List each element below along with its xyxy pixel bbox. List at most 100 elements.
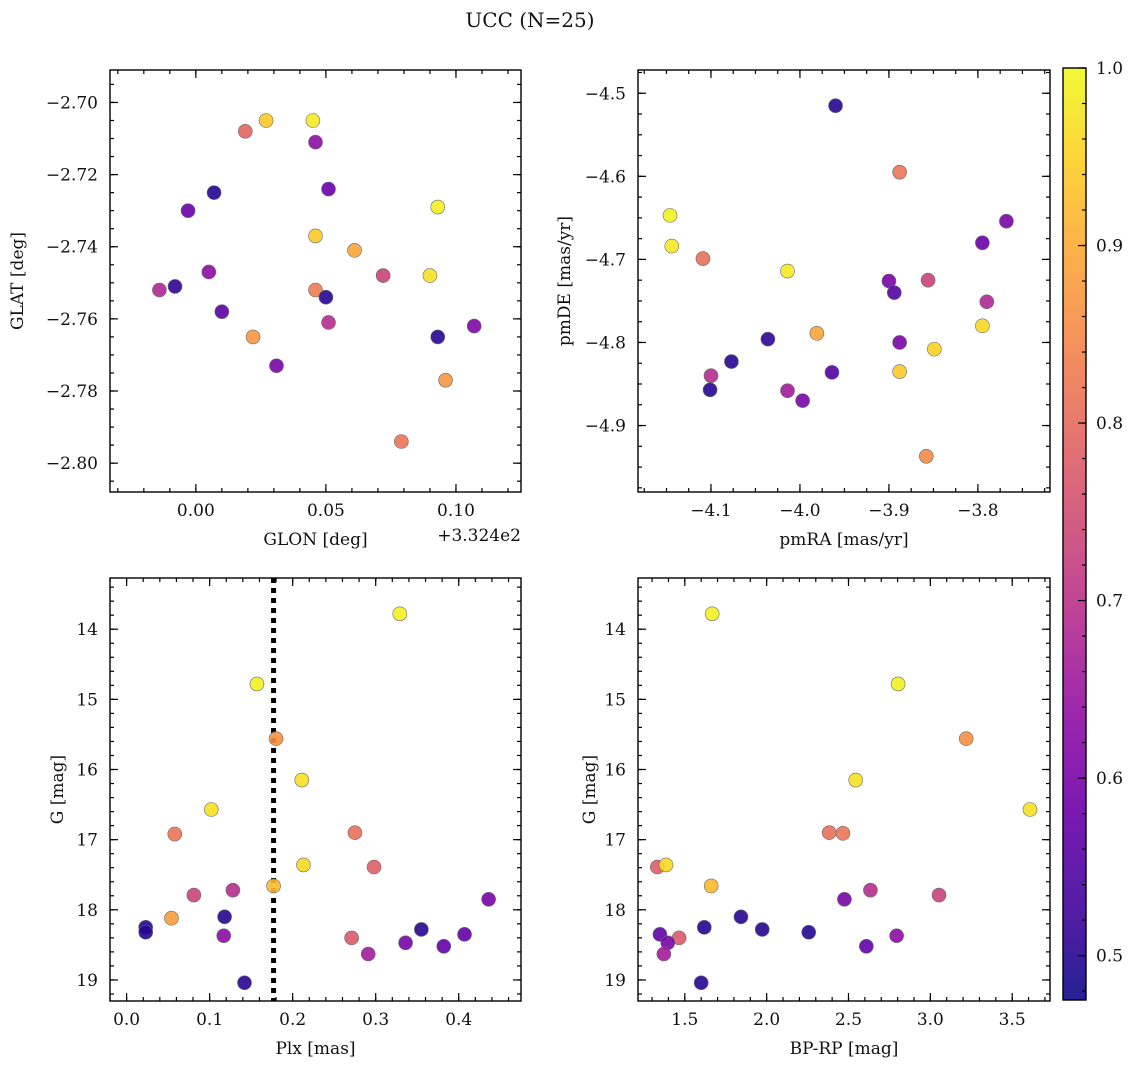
data-point — [863, 882, 878, 898]
data-point — [436, 938, 452, 954]
data-point — [321, 181, 336, 197]
data-point — [704, 606, 720, 622]
x-tick-label: 2.0 — [753, 1010, 780, 1030]
panels: 0.00 0.05 0.10 −2.70 −2.72 −2.74 −2.76 −2.78 −2.… — [8, 69, 1051, 1059]
data-point — [430, 329, 446, 345]
data-point — [296, 857, 311, 873]
data-point — [809, 326, 825, 341]
y-tick-label: −2.74 — [46, 238, 98, 258]
figure-title: UCC (N=25) — [465, 8, 594, 32]
data-point — [152, 282, 167, 298]
data-point — [237, 124, 253, 139]
axes-frame — [109, 577, 522, 1002]
data-point — [237, 975, 252, 991]
data-point — [919, 448, 934, 464]
data-point — [835, 826, 851, 841]
data-point — [203, 802, 219, 817]
data-point — [216, 928, 232, 944]
data-point — [886, 285, 902, 300]
data-point — [780, 263, 795, 279]
data-point — [206, 185, 222, 200]
data-point — [347, 243, 362, 258]
data-point — [321, 315, 336, 330]
axes-frame — [109, 69, 522, 493]
y-tick-label: −2.70 — [46, 93, 98, 113]
data-point — [656, 946, 672, 962]
data-point — [724, 354, 739, 369]
data-point — [859, 938, 874, 954]
data-point — [201, 264, 217, 280]
data-point — [696, 920, 712, 935]
data-point — [430, 199, 446, 215]
data-point — [890, 676, 906, 692]
x-tick-label: 0.0 — [113, 1010, 140, 1030]
y-axis-label: G [mag] — [48, 755, 68, 824]
data-point — [438, 372, 453, 388]
data-point — [308, 228, 323, 244]
data-point — [164, 910, 179, 926]
data-point — [695, 251, 711, 266]
data-point — [848, 772, 864, 788]
data-point — [167, 279, 183, 294]
data-point — [920, 272, 936, 288]
x-tick-label: −4.0 — [779, 501, 820, 521]
y-tick-label: −2.76 — [46, 310, 98, 330]
data-point — [481, 891, 496, 907]
y-tick-label: 19 — [76, 971, 98, 991]
data-point — [308, 134, 323, 150]
y-tick-label: −2.72 — [46, 166, 98, 186]
y-tick-label: 18 — [76, 901, 98, 921]
panel-plx-g: 0.0 0.1 0.2 0.3 0.4 14 15 16 17 18 19 Plx [mas] G [m… — [48, 577, 522, 1059]
x-offset-label: +3.324e2 — [437, 526, 521, 546]
data-point — [318, 289, 334, 305]
data-point — [138, 924, 154, 940]
y-tick-label: 15 — [604, 690, 626, 710]
colorbar-tick-label: 1.0 — [1096, 59, 1123, 79]
x-axis-label: BP-RP [mag] — [790, 1039, 899, 1059]
y-tick-label: −4.9 — [585, 417, 626, 437]
data-point — [889, 928, 904, 944]
y-tick-label: 15 — [76, 690, 98, 710]
data-point — [703, 368, 719, 384]
colorbar-tick-label: 0.6 — [1096, 769, 1123, 789]
y-tick-label: 18 — [604, 901, 626, 921]
data-point — [927, 341, 942, 357]
data-point — [892, 364, 907, 379]
axes-frame — [637, 577, 1051, 1002]
data-point — [975, 318, 990, 334]
data-point — [294, 772, 310, 788]
data-point — [760, 331, 776, 347]
data-point — [975, 235, 990, 251]
data-point — [266, 878, 281, 894]
y-tick-label: 14 — [76, 620, 98, 640]
data-point — [245, 329, 261, 345]
axes-frame — [637, 69, 1051, 493]
y-axis-label: GLAT [deg] — [8, 232, 28, 330]
data-point — [258, 113, 274, 128]
y-tick-label: −4.7 — [585, 250, 626, 270]
data-point — [366, 859, 382, 875]
y-tick-label: −2.78 — [46, 382, 98, 402]
data-point — [658, 857, 674, 873]
x-tick-label: 0.10 — [437, 501, 475, 521]
panel-bprp-g: 1.5 2.0 2.5 3.0 3.5 14 15 16 17 18 19 BP-RP [mag] G … — [580, 577, 1051, 1059]
data-point — [892, 164, 907, 180]
y-tick-label: 14 — [604, 620, 626, 640]
y-tick-label: −2.80 — [46, 454, 98, 474]
data-point — [344, 930, 359, 946]
y-tick-label: 16 — [604, 761, 626, 781]
data-point — [414, 922, 429, 937]
x-axis-label: pmRA [mas/yr] — [779, 530, 908, 550]
y-tick-label: 16 — [76, 761, 98, 781]
y-tick-label: −4.8 — [585, 333, 626, 353]
y-tick-label: −4.6 — [585, 167, 626, 187]
data-point — [422, 268, 438, 283]
y-tick-label: −4.5 — [585, 84, 626, 104]
data-point — [398, 935, 413, 951]
data-point — [308, 282, 323, 298]
data-point — [703, 878, 719, 894]
data-point — [662, 208, 678, 223]
data-point — [268, 731, 284, 746]
data-point — [305, 113, 321, 128]
